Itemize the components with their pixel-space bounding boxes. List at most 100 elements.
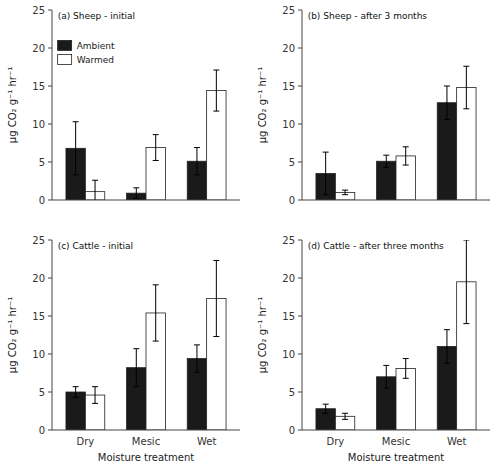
error-bar (444, 86, 450, 119)
y-tick (298, 278, 302, 279)
y-tick (298, 392, 302, 393)
y-tick-label: 5 (39, 387, 45, 398)
x-axis-label: Moisture treatment (348, 452, 444, 463)
x-axis (302, 200, 490, 201)
y-tick (298, 162, 302, 163)
background (0, 0, 500, 471)
y-tick-label: 0 (289, 195, 295, 206)
y-tick (48, 48, 52, 49)
y-tick (48, 124, 52, 125)
error-bar (213, 261, 219, 337)
y-axis (52, 240, 53, 430)
x-tick-label: Dry (326, 436, 344, 447)
y-tick (48, 240, 52, 241)
panel: 0510152025DryMesicWetMoisture treatmentμ… (257, 235, 490, 464)
y-tick-label: 10 (282, 349, 295, 360)
error-bar (403, 359, 409, 379)
x-axis (52, 430, 240, 431)
panel: 0 5 10 15 20 25 μg CO₂ g⁻¹ hr⁻¹ (a) Sheep - ini… (7, 5, 240, 206)
y-tick-label: 10 (32, 349, 45, 360)
y-tick (48, 316, 52, 317)
legend-swatch (58, 54, 72, 64)
y-tick (48, 278, 52, 279)
y-tick-label: 25 (32, 5, 45, 16)
y-tick-label: 20 (282, 273, 295, 284)
x-axis (302, 430, 490, 431)
error-bar (133, 349, 139, 387)
error-bar (463, 240, 469, 324)
legend-swatch (58, 40, 72, 50)
y-tick-label: 0 (39, 195, 45, 206)
error-bar (153, 285, 159, 341)
x-tick-label: Dry (76, 436, 94, 447)
error-bar (92, 387, 98, 404)
error-bar (73, 122, 79, 175)
error-bar (444, 330, 450, 363)
y-axis (302, 240, 303, 430)
y-tick (48, 10, 52, 11)
y-tick (298, 10, 302, 11)
y-tick-label: 20 (282, 43, 295, 54)
y-tick-label: 5 (39, 157, 45, 168)
y-tick-label: 15 (32, 81, 45, 92)
legend: Ambient Warmed (58, 40, 115, 65)
y-tick-label: 15 (282, 81, 295, 92)
y-tick (298, 430, 302, 431)
y-axis-label: μg CO₂ g⁻¹ hr⁻¹ (7, 297, 18, 373)
error-bar (133, 188, 139, 199)
legend-label: Ambient (77, 41, 115, 51)
y-tick-label: 25 (282, 5, 295, 16)
error-bar (403, 147, 409, 165)
y-tick-label: 5 (289, 157, 295, 168)
error-bar (463, 66, 469, 109)
y-tick-label: 5 (289, 387, 295, 398)
plot-area (316, 66, 476, 200)
panel: 0 5 10 15 20 25 μg CO₂ g⁻¹ hr⁻¹ (b) Sheep - aft… (257, 5, 490, 206)
y-axis (302, 10, 303, 200)
y-tick (298, 316, 302, 317)
y-tick (48, 86, 52, 87)
panel: 0510152025DryMesicWetMoisture treatmentμ… (7, 235, 240, 464)
y-tick-label: 25 (32, 235, 45, 246)
error-bar (383, 155, 389, 167)
error-bar (153, 135, 159, 161)
y-tick-label: 20 (32, 43, 45, 54)
figure: 0 5 10 15 20 25 μg CO₂ g⁻¹ hr⁻¹ (a) Sheep - ini… (0, 0, 500, 471)
x-axis (52, 200, 240, 201)
x-tick-label: Mesic (382, 436, 410, 447)
plot-area (316, 240, 476, 430)
error-bar (342, 190, 348, 195)
y-tick-label: 10 (282, 119, 295, 130)
y-tick-label: 10 (32, 119, 45, 130)
y-tick (298, 200, 302, 201)
y-tick (48, 392, 52, 393)
y-axis-label: μg CO₂ g⁻¹ hr⁻¹ (7, 67, 18, 143)
error-bar (323, 152, 329, 195)
x-axis-label: Moisture treatment (98, 452, 194, 463)
x-tick-label: Mesic (132, 436, 160, 447)
error-bar (213, 70, 219, 111)
error-bar (342, 413, 348, 419)
y-tick (298, 48, 302, 49)
panel-label: (c) Cattle - initial (58, 241, 133, 251)
legend-label: Warmed (77, 55, 114, 65)
y-tick (298, 354, 302, 355)
x-tick-label: Wet (447, 436, 466, 447)
panel-label: (a) Sheep - initial (58, 11, 135, 21)
y-tick-label: 15 (282, 311, 295, 322)
x-tick-label: Wet (197, 436, 216, 447)
y-tick (298, 86, 302, 87)
y-tick (48, 354, 52, 355)
error-bar (194, 148, 200, 175)
y-tick (48, 162, 52, 163)
error-bar (383, 365, 389, 388)
y-axis-label: μg CO₂ g⁻¹ hr⁻¹ (257, 67, 268, 143)
y-tick-label: 15 (32, 311, 45, 322)
error-bar (194, 345, 200, 372)
y-tick (48, 430, 52, 431)
y-axis (52, 10, 53, 200)
y-tick-label: 20 (32, 273, 45, 284)
panel-label: (d) Cattle - after three months (308, 241, 444, 251)
panel-label: (b) Sheep - after 3 months (308, 11, 428, 21)
error-bar (92, 180, 98, 200)
